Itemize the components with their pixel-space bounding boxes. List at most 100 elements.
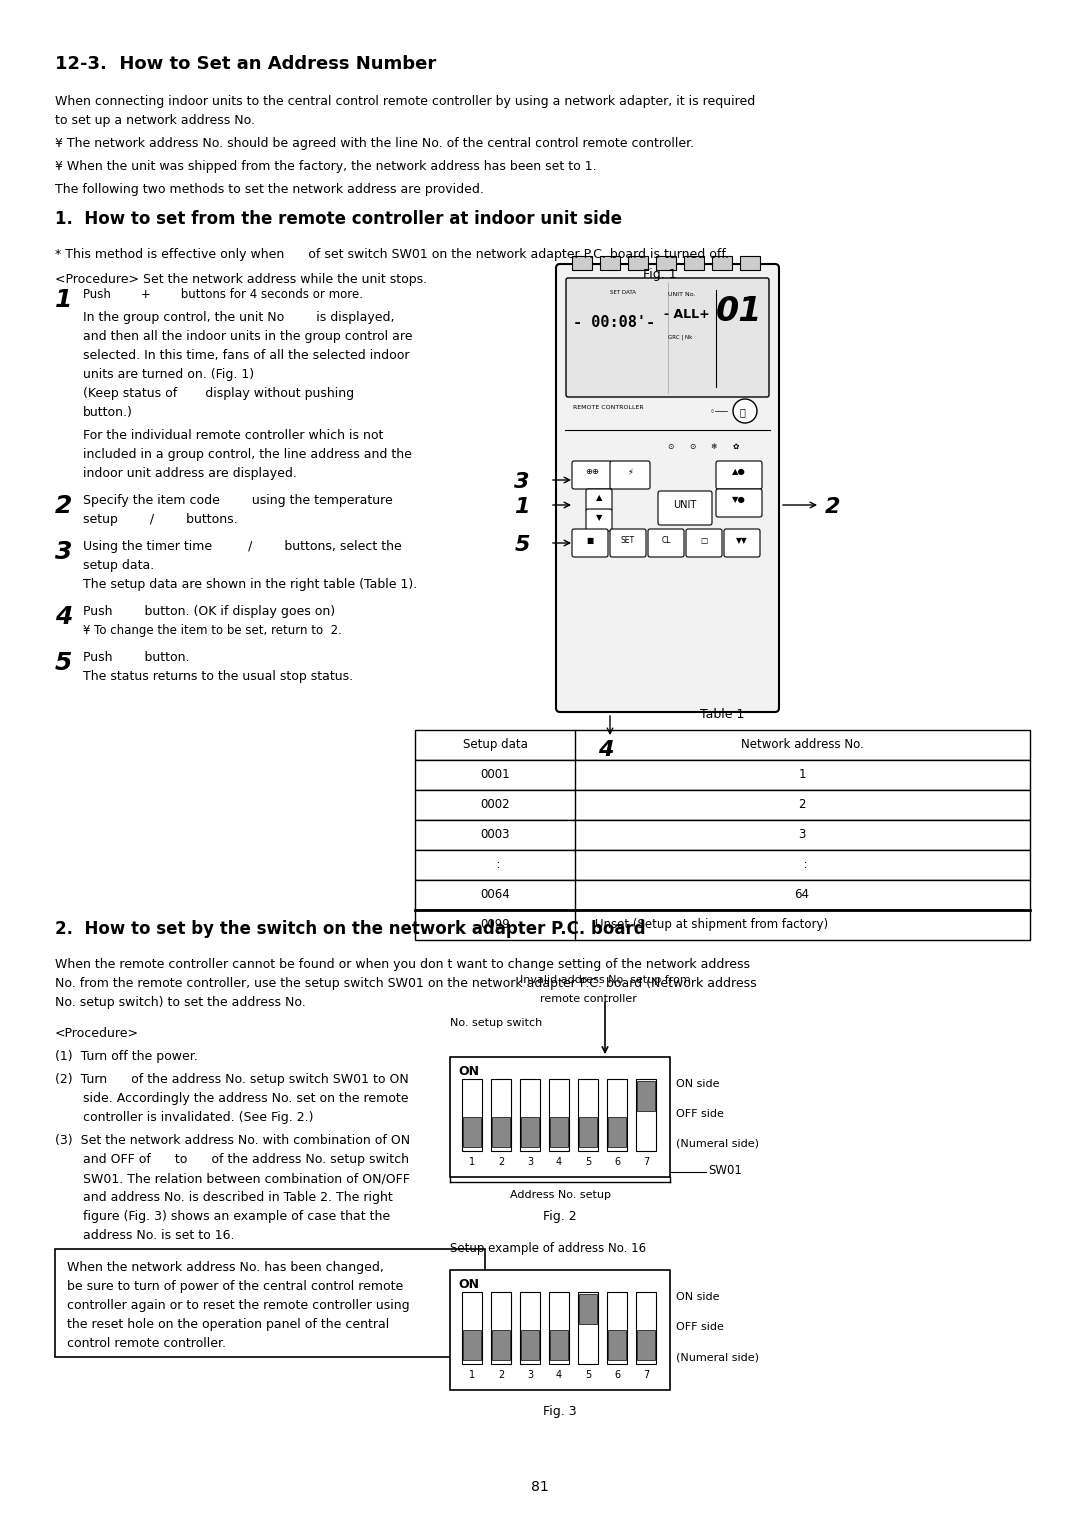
Text: □: □ (700, 535, 707, 544)
Text: Table 1: Table 1 (700, 708, 744, 721)
Text: control remote controller.: control remote controller. (67, 1337, 226, 1350)
Text: SW01: SW01 (708, 1164, 742, 1177)
Text: address No. is set to 16.: address No. is set to 16. (83, 1229, 234, 1241)
Text: ▼●: ▼● (732, 496, 746, 503)
Text: 1: 1 (798, 769, 806, 781)
Text: ⊙: ⊙ (689, 442, 696, 451)
Bar (550, 1116, 568, 1147)
Text: Push        +        buttons for 4 seconds or more.: Push + buttons for 4 seconds or more. (83, 288, 363, 300)
Text: 0002: 0002 (481, 798, 510, 811)
Bar (637, 1330, 654, 1360)
Text: (3)  Set the network address No. with combination of ON: (3) Set the network address No. with com… (55, 1135, 410, 1147)
Bar (415, 820, 1030, 849)
Text: setup        /        buttons.: setup / buttons. (83, 512, 238, 526)
Text: ▲: ▲ (596, 493, 603, 502)
Text: 3: 3 (514, 473, 530, 493)
Text: 5: 5 (585, 1157, 591, 1167)
Text: ▼: ▼ (596, 512, 603, 522)
FancyBboxPatch shape (566, 278, 769, 396)
Text: When connecting indoor units to the central control remote controller by using a: When connecting indoor units to the cent… (55, 95, 755, 108)
FancyBboxPatch shape (556, 264, 779, 712)
Text: 0003: 0003 (481, 828, 510, 840)
Text: 2: 2 (498, 1157, 504, 1167)
Text: The following two methods to set the network address are provided.: The following two methods to set the net… (55, 183, 484, 197)
Text: 4: 4 (598, 740, 613, 759)
Text: figure (Fig. 3) shows an example of case that the: figure (Fig. 3) shows an example of case… (83, 1209, 390, 1223)
Bar (415, 849, 1030, 880)
Text: SET: SET (621, 535, 635, 544)
Bar (491, 1292, 511, 1363)
Bar (627, 256, 648, 270)
Text: the reset hole on the operation panel of the central: the reset hole on the operation panel of… (67, 1318, 389, 1331)
Bar (637, 1081, 654, 1112)
Text: 5: 5 (55, 651, 72, 676)
Bar (656, 256, 676, 270)
FancyBboxPatch shape (610, 529, 646, 557)
Bar (462, 1080, 482, 1151)
Text: ⚡: ⚡ (627, 467, 633, 476)
Bar (608, 1116, 626, 1147)
Text: Fig. 2: Fig. 2 (543, 1209, 577, 1223)
Circle shape (733, 400, 757, 422)
Bar (463, 1330, 481, 1360)
Text: ❄: ❄ (711, 442, 717, 451)
Bar (600, 256, 620, 270)
Text: and OFF of      to      of the address No. setup switch: and OFF of to of the address No. setup s… (83, 1153, 409, 1167)
Bar (572, 256, 592, 270)
Text: When the remote controller cannot be found or when you don t want to change sett: When the remote controller cannot be fou… (55, 958, 750, 971)
Text: 5: 5 (514, 535, 530, 555)
Text: * This method is effective only when      of set switch SW01 on the network adap: * This method is effective only when of … (55, 249, 729, 261)
Text: ¥ When the unit was shipped from the factory, the network address has been set t: ¥ When the unit was shipped from the fac… (55, 160, 596, 172)
Text: setup data.: setup data. (83, 560, 154, 572)
Text: controller is invalidated. (See Fig. 2.): controller is invalidated. (See Fig. 2.) (83, 1112, 313, 1124)
Bar (579, 1116, 597, 1147)
Text: OFF side: OFF side (676, 1322, 724, 1331)
Text: ■: ■ (586, 535, 594, 544)
Text: side. Accordingly the address No. set on the remote: side. Accordingly the address No. set on… (83, 1092, 408, 1106)
Text: ▲●: ▲● (732, 467, 746, 476)
Text: 2: 2 (55, 494, 72, 518)
Text: ON side: ON side (676, 1292, 719, 1302)
FancyBboxPatch shape (572, 529, 608, 557)
Text: 4: 4 (556, 1369, 562, 1380)
Text: :: : (796, 859, 808, 871)
Text: (2)  Turn      of the address No. setup switch SW01 to ON: (2) Turn of the address No. setup switch… (55, 1074, 408, 1086)
Text: ⊙: ⊙ (666, 442, 673, 451)
Text: and then all the indoor units in the group control are: and then all the indoor units in the gro… (83, 329, 413, 343)
FancyBboxPatch shape (610, 461, 650, 490)
FancyBboxPatch shape (686, 529, 723, 557)
Text: 3: 3 (527, 1157, 534, 1167)
Text: Push        button. (OK if display goes on): Push button. (OK if display goes on) (83, 605, 335, 618)
Text: Setup data: Setup data (462, 738, 527, 750)
Text: CL: CL (661, 535, 671, 544)
FancyBboxPatch shape (716, 461, 762, 490)
Text: ⏻: ⏻ (740, 407, 746, 416)
Text: 7: 7 (643, 1369, 649, 1380)
Bar (462, 1292, 482, 1363)
Text: and address No. is described in Table 2. The right: and address No. is described in Table 2.… (83, 1191, 393, 1205)
Text: GRC | Nk: GRC | Nk (669, 336, 692, 340)
Text: 2: 2 (798, 798, 806, 811)
Text: ✿: ✿ (733, 442, 739, 451)
Text: Invalid address No. setup from: Invalid address No. setup from (519, 974, 691, 985)
Text: units are turned on. (Fig. 1): units are turned on. (Fig. 1) (83, 368, 254, 381)
Text: ¥ The network address No. should be agreed with the line No. of the central cont: ¥ The network address No. should be agre… (55, 137, 694, 149)
Bar (492, 1330, 510, 1360)
Bar (450, 1270, 670, 1389)
Bar (55, 1249, 485, 1357)
Text: Fig. 3: Fig. 3 (543, 1405, 577, 1418)
Text: 2: 2 (825, 497, 840, 517)
Text: SET DATA: SET DATA (610, 290, 636, 294)
Text: SW01. The relation between combination of ON/OFF: SW01. The relation between combination o… (83, 1173, 410, 1185)
FancyBboxPatch shape (716, 490, 762, 517)
Text: <Procedure> Set the network address while the unit stops.: <Procedure> Set the network address whil… (55, 273, 427, 287)
Bar (608, 1330, 626, 1360)
Text: 1: 1 (514, 497, 530, 517)
Text: be sure to turn of power of the central control remote: be sure to turn of power of the central … (67, 1279, 403, 1293)
Text: 0064: 0064 (481, 888, 510, 901)
Text: OFF side: OFF side (676, 1109, 724, 1119)
Text: 2: 2 (498, 1369, 504, 1380)
Text: indoor unit address are displayed.: indoor unit address are displayed. (83, 467, 297, 480)
Text: UNIT No.: UNIT No. (669, 291, 696, 297)
Text: No. from the remote controller, use the setup switch SW01 on the network adapter: No. from the remote controller, use the … (55, 978, 757, 990)
